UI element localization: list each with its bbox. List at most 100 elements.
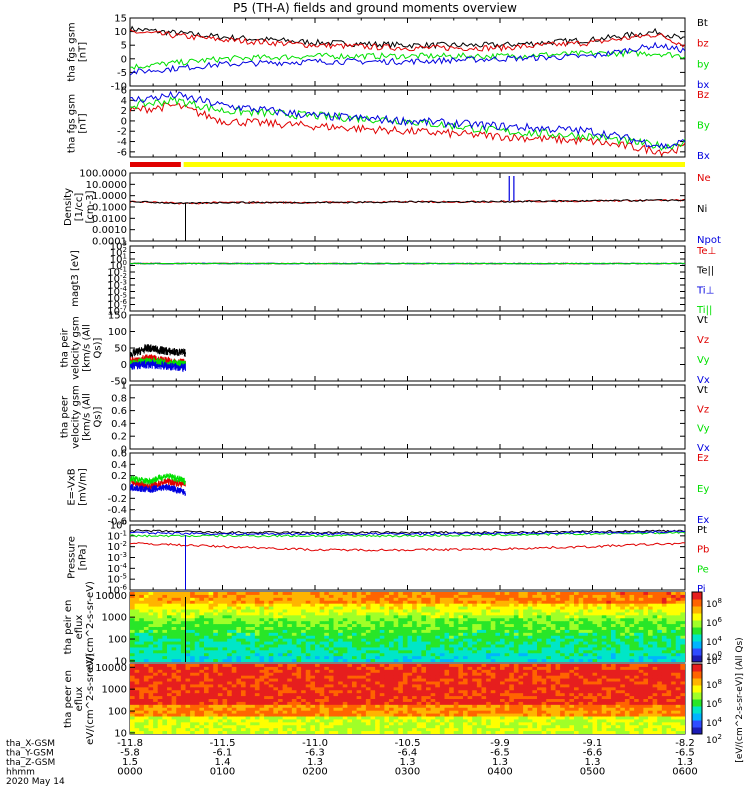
- x-row-value: 1.3: [492, 757, 508, 768]
- y-tick-label: -0.4: [107, 505, 127, 516]
- colorbar-label: [eV/(cm^2-s-sr-eV)] (All Qs): [735, 637, 745, 762]
- x-row-value: -8.2: [675, 738, 695, 749]
- y-tick-label: 0: [121, 445, 127, 456]
- y-tick-label: 100: [108, 635, 127, 646]
- x-row-value: 1.3: [400, 757, 416, 768]
- x-row-value: -6.5: [490, 748, 510, 759]
- x-row-label-tha_X-GSM: tha_X-GSM: [6, 739, 55, 749]
- x-row-value: 0400: [487, 767, 512, 778]
- colorbar-tick-label: 106: [706, 697, 722, 710]
- legend-Ez: Ez: [697, 453, 709, 464]
- y-tick-label: 100: [108, 327, 127, 338]
- legend-Ti||: Ti||: [696, 305, 712, 316]
- x-row-value: 1.3: [307, 757, 323, 768]
- colorbar-tick-label: 106: [706, 616, 722, 629]
- x-row-value: -9.1: [583, 738, 603, 749]
- y-tick-label: 0.4: [111, 460, 127, 471]
- series-group-6: [130, 473, 186, 496]
- series-by: [130, 49, 685, 70]
- spectrogram-9: [130, 664, 685, 734]
- legend-Pt: Pt: [697, 525, 707, 536]
- series-group-0: [130, 25, 685, 76]
- series-Bt: [130, 25, 685, 50]
- x-row-value: 0600: [672, 767, 697, 778]
- x-axis-date: 2020 May 14: [6, 777, 65, 787]
- ylabel-5: tha peervelocity gsm[km/s (AllQs)]: [60, 385, 104, 449]
- ylabel-3: magt3 [eV]: [70, 250, 81, 307]
- x-row-value: -11.0: [302, 738, 328, 749]
- legend-Vx: Vx: [697, 443, 710, 454]
- ylabel-0: tha fgs gsm[nT]: [67, 22, 89, 81]
- panel-frame-6: [129, 452, 686, 522]
- y-tick-label: 50: [114, 344, 127, 355]
- series-group-2: [130, 198, 685, 205]
- ylabel-6: E=-VxB[mV/m]: [67, 468, 89, 506]
- y-tick-label: -2: [117, 127, 127, 138]
- y-tick-label: 0.8: [111, 393, 127, 404]
- x-row-value: 0300: [395, 767, 420, 778]
- ylabel-text-2: Density[1/cc][cm-3]: [63, 188, 96, 226]
- x-row-value: -6.6: [583, 748, 603, 759]
- colorbar-swatch: [692, 699, 702, 707]
- y-tick-label: 10.0000: [86, 180, 127, 191]
- legend-Ne: Ne: [697, 173, 711, 184]
- ylabel-4: tha peirvelocity gsm[km/s (AllQs)]: [60, 316, 104, 380]
- colorbar-swatch: [692, 713, 702, 721]
- panel-frame-2: [129, 172, 686, 242]
- colorbar-swatch: [692, 620, 702, 628]
- colorbar-swatch: [692, 599, 702, 607]
- y-tick-label: 2: [121, 106, 127, 117]
- y-tick-label: 150: [108, 311, 127, 322]
- ylabel-8: tha peir enefluxeV/(cm^2-s-sr-eV): [63, 581, 96, 673]
- legend-Ey: Ey: [697, 484, 709, 495]
- y-tick-label: 0: [121, 360, 127, 371]
- series-Pb: [130, 542, 685, 552]
- ylabel-text-4: tha peirvelocity gsm[km/s (AllQs)]: [60, 316, 104, 380]
- colorbar-swatch: [692, 671, 702, 679]
- series-bz: [130, 29, 685, 53]
- colorbar-tick-label: 104: [706, 635, 722, 648]
- colorbar-swatch: [692, 685, 702, 693]
- status-bar-yellow: [183, 162, 685, 167]
- colorbar-swatch: [692, 727, 702, 735]
- y-tick-label: 10: [114, 27, 127, 38]
- y-tick-label: 10000: [95, 591, 127, 602]
- series-group-7: [130, 529, 685, 552]
- y-tick-label: 10: [114, 656, 127, 667]
- ylabel-text-0: tha fgs gsm[nT]: [67, 22, 89, 81]
- colorbar-swatch: [692, 664, 702, 672]
- legend-bx: bx: [697, 80, 709, 91]
- legend-Pe: Pe: [697, 564, 709, 575]
- series-group-3: [130, 262, 685, 265]
- y-tick-label: 100.0000: [79, 169, 127, 180]
- legend-Te⊥: Te⊥: [696, 246, 716, 257]
- y-tick-label: -6: [117, 147, 127, 158]
- legend-bz: bz: [697, 39, 709, 50]
- y-tick-label: 0.0001: [92, 237, 127, 248]
- legend-Ti⊥: Ti⊥: [696, 285, 714, 296]
- y-tick-label: -10: [111, 82, 127, 93]
- colorbar-frame: [691, 591, 703, 663]
- legend-Vy: Vy: [697, 355, 710, 366]
- x-row-value: 1.3: [677, 757, 693, 768]
- legend-By: By: [697, 121, 710, 132]
- ylabel-2: Density[1/cc][cm-3]: [63, 188, 96, 226]
- colorbar-tick-label: 104: [706, 716, 722, 729]
- spectrogram-8: [130, 592, 685, 662]
- y-tick-label: 0.0010: [92, 225, 127, 236]
- x-row-value: -6.5: [675, 748, 695, 759]
- ylabel-7: Pressure[nPa]: [67, 536, 89, 579]
- legend-Vz: Vz: [697, 335, 709, 346]
- y-tick-label: 0.2: [111, 471, 127, 482]
- series-Bx: [130, 90, 685, 150]
- x-row-value: -10.5: [395, 738, 421, 749]
- series-group-4: [130, 343, 186, 373]
- y-tick-label: 1000: [102, 685, 127, 696]
- y-tick-label: 1000: [102, 613, 127, 624]
- series-Ez: [130, 478, 186, 491]
- x-row-value: -11.8: [117, 738, 143, 749]
- y-tick-label: 0.4: [111, 419, 127, 430]
- series-Vx: [130, 360, 186, 373]
- colorbar-swatch: [692, 634, 702, 642]
